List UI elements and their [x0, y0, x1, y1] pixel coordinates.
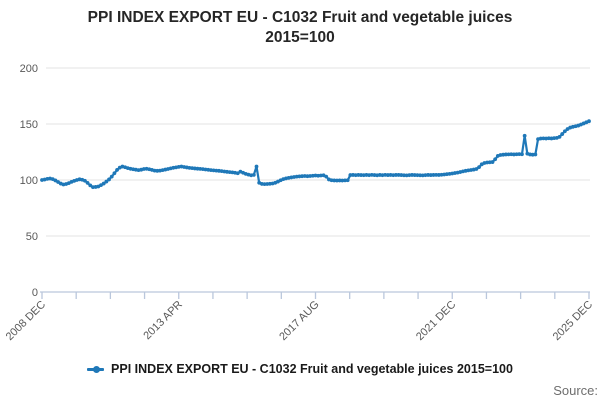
series-point-marker: [343, 178, 347, 183]
y-tick-label: 200: [20, 63, 38, 75]
series-point-marker: [410, 173, 414, 177]
series-point-marker: [337, 178, 342, 183]
y-tick-label: 50: [26, 231, 38, 243]
chart-title: PPI INDEX EXPORT EU - C1032 Fruit and ve…: [0, 8, 600, 48]
series-point-marker: [415, 173, 420, 178]
series-point-marker: [85, 181, 90, 185]
series-point-marker: [345, 178, 350, 183]
x-tick-label: 2008 DEC: [4, 299, 48, 343]
series-point-marker: [104, 179, 109, 184]
series-point-marker: [428, 173, 433, 177]
series-point-marker: [101, 181, 106, 186]
series-point-marker: [88, 183, 93, 188]
x-tick-label: 2025 DEC: [551, 299, 595, 343]
series-point-marker: [506, 152, 511, 157]
series-point-marker: [522, 133, 527, 138]
x-tick-label: 2013 APR: [141, 299, 185, 343]
x-axis-tick-labels: 2008 DEC 2013 APR 2017 AUG 2021 DEC 2025 DEC: [4, 299, 595, 343]
series-point-marker: [109, 174, 114, 179]
source-label: Source:: [553, 383, 598, 398]
series-point-marker: [83, 178, 87, 183]
series-point-marker: [477, 165, 481, 170]
series-point-marker: [493, 157, 498, 162]
series-point-marker: [557, 134, 562, 139]
series-point-marker: [359, 173, 363, 177]
series-point-marker: [115, 168, 119, 172]
x-tick-label: 2021 DEC: [414, 299, 458, 343]
series-point-marker: [533, 152, 538, 157]
y-tick-label: 0: [32, 287, 38, 299]
series-point-marker: [262, 182, 267, 187]
series-point-marker: [474, 167, 479, 171]
series-point-marker: [562, 129, 567, 134]
series-point-marker: [335, 178, 339, 183]
series-point-marker: [587, 119, 591, 124]
series-point-marker: [396, 173, 401, 177]
line-chart-canvas: 0 50 100 150 200 2008 DEC 2013 APR 2017 AUG 202…: [4, 63, 595, 343]
y-axis-tick-labels: 0 50 100 150 200: [20, 63, 38, 299]
series-point-marker: [418, 173, 422, 178]
series-point-marker: [434, 172, 439, 177]
series-point-marker: [402, 173, 406, 178]
series-point-marker: [394, 173, 398, 177]
gridlines: [46, 67, 590, 237]
legend: PPI INDEX EXPORT EU - C1032 Fruit and ve…: [0, 360, 600, 378]
chart-title-line2: 2015=100: [265, 29, 335, 46]
chart-title-line1: PPI INDEX EXPORT EU - C1032 Fruit and ve…: [87, 9, 513, 26]
series-point-marker: [386, 173, 390, 177]
y-tick-label: 150: [20, 119, 38, 131]
series-point-marker: [254, 164, 259, 169]
series-point-marker: [490, 160, 495, 164]
series-point-marker: [332, 178, 337, 183]
series-point-marker: [412, 173, 417, 177]
legend-line-marker-icon: [87, 365, 105, 373]
series-point-marker: [426, 173, 431, 177]
series-point-marker: [560, 132, 565, 136]
x-tick-label: 2017 AUG: [277, 299, 321, 343]
series-point-marker: [112, 171, 117, 176]
series-point-marker: [520, 152, 524, 157]
series-point-marker: [517, 152, 522, 157]
series-point-marker: [356, 173, 361, 177]
series-point-marker: [348, 173, 353, 177]
x-axis: [40, 291, 590, 299]
series-point-marker: [107, 177, 111, 182]
series-point-marker: [324, 174, 329, 179]
legend-label: PPI INDEX EXPORT EU - C1032 Fruit and ve…: [111, 362, 513, 376]
series-point-marker: [431, 173, 436, 177]
series-point-marker: [503, 152, 508, 157]
series-point-marker: [251, 172, 256, 177]
y-tick-label: 100: [20, 175, 38, 187]
data-series-line: [40, 119, 591, 190]
series-point-marker: [514, 152, 519, 157]
